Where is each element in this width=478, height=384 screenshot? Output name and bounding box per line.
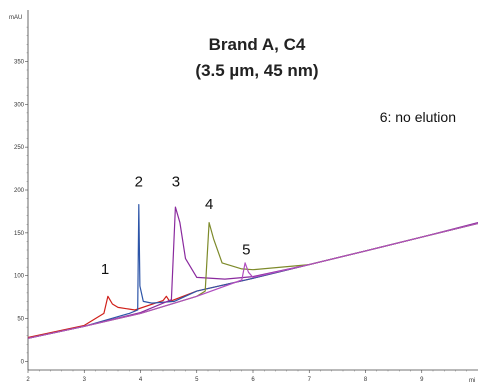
ticks: 0 50 100 150 200 250 300 350 2 3 4 5 6 7 8 9 (14, 26, 467, 383)
x-tick-label: 7 (308, 377, 312, 383)
chromatogram-trace-5 (27, 222, 478, 339)
x-tick-label: 9 (420, 377, 424, 383)
y-tick-label: 250 (14, 145, 25, 151)
x-tick-label: 5 (195, 377, 199, 383)
y-tick-label: 100 (14, 274, 25, 280)
y-tick-label: 300 (14, 102, 25, 108)
y-tick-label: 50 (17, 317, 24, 323)
chart-subtitle: (3.5 µm, 45 nm) (195, 61, 318, 80)
y-tick-label: 200 (14, 188, 25, 194)
x-tick-label: 6 (251, 377, 255, 383)
chromatogram-trace-1 (27, 222, 478, 338)
peak-labels: 1 2 3 4 5 (101, 174, 251, 278)
chart-title: Brand A, C4 (209, 35, 306, 54)
x-tick-label: 8 (364, 377, 368, 383)
y-tick-label: 350 (14, 59, 25, 65)
x-tick-label: 4 (139, 377, 143, 383)
no-elution-annotation: 6: no elution (380, 109, 456, 125)
peak-label-1: 1 (101, 261, 109, 278)
peak-label-5: 5 (242, 241, 250, 258)
x-axis-unit-label: mi (469, 378, 475, 384)
peak-label-2: 2 (135, 174, 143, 191)
peak-label-3: 3 (172, 174, 180, 191)
series-group (27, 204, 478, 339)
y-axis-unit-label: mAU (9, 15, 22, 21)
y-tick-label: 0 (21, 359, 25, 365)
x-tick-label: 2 (26, 377, 30, 383)
x-tick-label: 3 (83, 377, 87, 383)
y-tick-label: 150 (14, 231, 25, 237)
peak-label-4: 4 (205, 196, 213, 213)
